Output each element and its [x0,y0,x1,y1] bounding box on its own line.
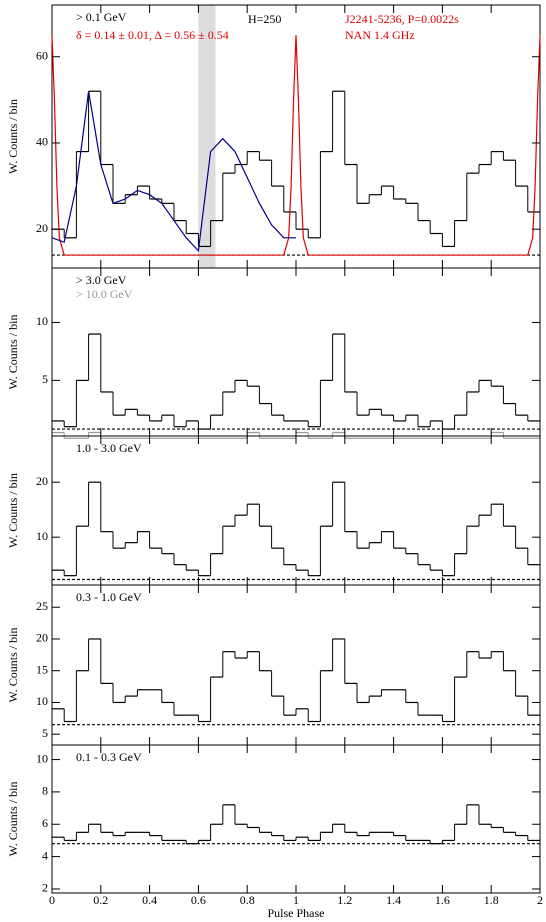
panel: 5 10 W. Counts / bin > 3.0 GeV> 10.0 GeV [6,267,541,439]
x-tick-label: 0.2 [93,893,108,907]
radio-profile [51,35,541,256]
panel: 10 20 W. Counts / bin 1.0 - 3.0 GeV [6,435,541,586]
y-axis-label: W. Counts / bin [6,782,20,857]
shaded-region [198,5,216,268]
panel: 2 4 6 8 10 0 0.2 0.4 0.6 0.8 1 1.2 1.4 1.6 1.8 2 W. Coun… [6,744,543,920]
y-tick-label: 2 [42,881,48,895]
x-tick-label: 0.8 [240,893,255,907]
x-tick-label: 1.2 [337,893,352,907]
h-test: H=250 [248,12,281,26]
energy-label: 0.3 - 1.0 GeV [76,590,142,604]
y-tick-label: 20 [36,631,48,645]
panel: 5 10 15 20 25 W. Counts / bin 0.3 - 1.0 GeV [6,584,541,746]
pulsar-name: J2241-5236, P=0.0022s [345,12,459,26]
x-tick-label: 1.4 [386,893,401,907]
x-axis-label: Pulse Phase [268,906,325,920]
y-tick-label: 4 [42,848,48,862]
energy-label: 1.0 - 3.0 GeV [76,441,142,455]
y-axis-label: W. Counts / bin [6,315,20,390]
x-tick-label: 0 [49,893,55,907]
y-tick-label: 60 [36,48,48,62]
fit-curve [51,91,296,253]
y-tick-label: 5 [42,372,48,386]
panel: 20 40 60 W. Counts / bin > 0.1 GeV H=250 J2241… [6,4,541,269]
y-tick-label: 20 [36,474,48,488]
y-tick-label: 10 [36,529,48,543]
x-tick-label: 0.4 [142,893,157,907]
y-tick-label: 10 [36,314,48,328]
y-tick-label: 40 [36,135,48,149]
x-tick-label: 1.8 [484,893,499,907]
plot-frame [51,435,541,586]
y-tick-label: 8 [42,784,48,798]
y-axis-label: W. Counts / bin [6,473,20,548]
fit-params: δ = 0.14 ± 0.01, Δ = 0.56 ± 0.54 [76,28,229,42]
y-tick-label: 6 [42,816,48,830]
energy-label: > 3.0 GeV [76,273,127,287]
x-tick-label: 1 [293,893,299,907]
x-tick-label: 0.6 [191,893,206,907]
energy-label: > 0.1 GeV [76,10,127,24]
y-tick-label: 10 [36,694,48,708]
x-tick-label: 1.6 [435,893,450,907]
y-axis-label: W. Counts / bin [6,99,20,174]
energy-label: 0.1 - 0.3 GeV [76,750,142,764]
y-axis-label: W. Counts / bin [6,628,20,703]
y-tick-label: 25 [36,599,48,613]
y-tick-label: 15 [36,662,48,676]
y-tick-label: 10 [36,751,48,765]
y-tick-label: 20 [36,221,48,235]
y-tick-label: 5 [42,726,48,740]
energy-sublabel: > 10.0 GeV [76,287,133,301]
radio-label: NAN 1.4 GHz [345,28,415,42]
x-tick-label: 2 [537,893,543,907]
